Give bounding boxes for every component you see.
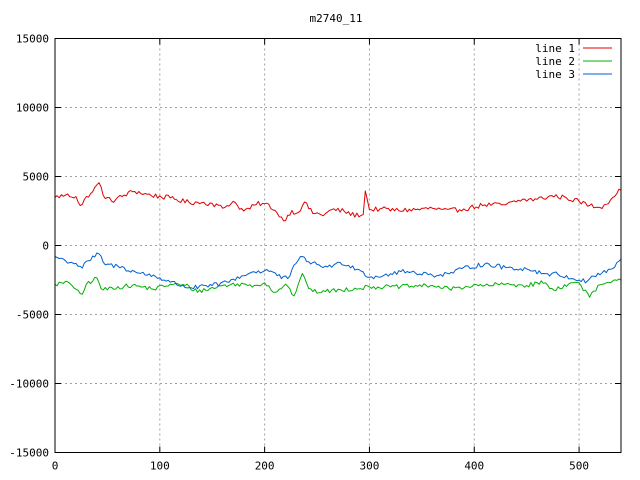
grid bbox=[55, 38, 621, 453]
series-line-2 bbox=[54, 273, 622, 298]
y-tick-label: -15000 bbox=[9, 447, 49, 460]
x-tick-label: 200 bbox=[255, 460, 275, 473]
legend-label-2: line 2 bbox=[535, 55, 575, 68]
ticks: 0 100 200 300 400 500 -15000 -10000 -5000 0 5000 10… bbox=[9, 33, 621, 473]
y-tick-label: 5000 bbox=[23, 171, 50, 184]
chart-title: m2740_11 bbox=[310, 12, 363, 25]
series-line-3 bbox=[54, 252, 622, 290]
legend-label-1: line 1 bbox=[535, 42, 575, 55]
y-tick-label: -5000 bbox=[16, 309, 49, 322]
series-layer bbox=[54, 182, 622, 298]
x-tick-label: 0 bbox=[52, 460, 59, 473]
y-tick-label: 10000 bbox=[16, 102, 49, 115]
series-line-1 bbox=[54, 182, 622, 222]
y-tick-label: 0 bbox=[42, 240, 49, 253]
y-tick-label: 15000 bbox=[16, 33, 49, 46]
x-tick-label: 400 bbox=[464, 460, 484, 473]
legend-label-3: line 3 bbox=[535, 68, 575, 81]
x-tick-label: 300 bbox=[360, 460, 380, 473]
x-tick-label: 500 bbox=[569, 460, 589, 473]
y-tick-label: -10000 bbox=[9, 378, 49, 391]
x-tick-label: 100 bbox=[150, 460, 170, 473]
